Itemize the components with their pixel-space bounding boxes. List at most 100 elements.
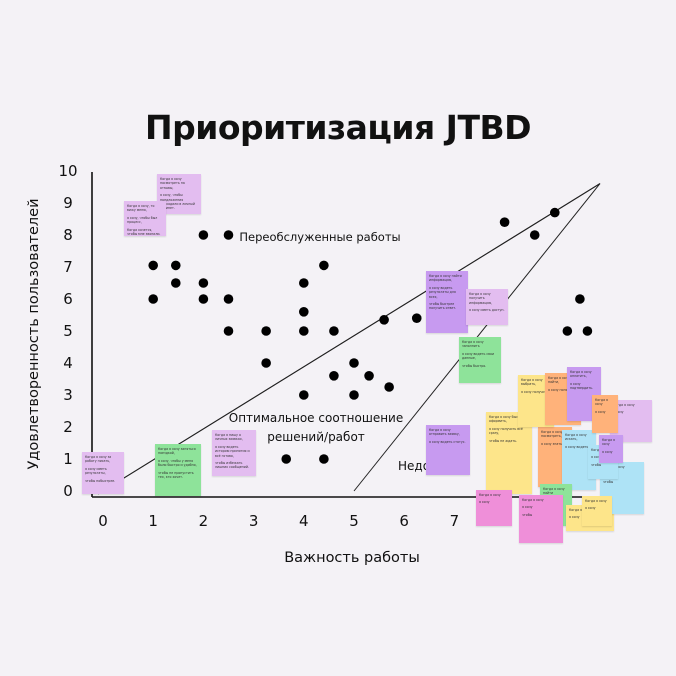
- sticky-note-text: я хочу: [613, 410, 624, 415]
- data-point: [299, 278, 309, 288]
- sticky-note-text: чтобы быстрее получить ответ.: [429, 302, 457, 311]
- data-point: [329, 371, 339, 381]
- data-point: [170, 260, 181, 271]
- data-point: [170, 278, 181, 288]
- data-point: [223, 230, 234, 240]
- sticky-note-text: я хочу знать.: [541, 441, 564, 446]
- sticky-note-text: Когда я хочу искать,: [565, 433, 587, 442]
- data-point: [550, 207, 560, 218]
- sticky-note-text: я хочу видеть.: [565, 444, 590, 449]
- region-label-overserved: Переобслуженные работы: [239, 230, 400, 244]
- sticky-note: Когда я хочу, то вижу меню, я хочу, чтобы…: [124, 201, 166, 236]
- sticky-note-text: я хочу подтвердить.: [570, 381, 593, 391]
- x-tick-label: 3: [249, 512, 259, 530]
- sticky-note-text: я хочу видеть статус.: [429, 439, 466, 444]
- sticky-note-text: Когда я хочу: [569, 508, 591, 512]
- y-tick-label: 6: [63, 290, 73, 308]
- data-point: [148, 260, 158, 271]
- sticky-note-text: я хочу: [602, 449, 613, 454]
- sticky-note-text: я хочу, чтобы предложения приходили в ли…: [160, 193, 195, 211]
- sticky-note-text: Когда я хочу заполнить: [462, 340, 484, 349]
- sticky-note-text: чтобы не ждать.: [489, 438, 518, 443]
- sticky-note: Когда я хочу я хочу: [599, 435, 623, 463]
- sticky-note: Когда я пишу о личных заявках, я хочу вид…: [212, 430, 256, 476]
- sticky-note-text: чтобы побыстрее.: [85, 478, 116, 483]
- data-point: [319, 454, 329, 464]
- data-point: [198, 294, 209, 304]
- sticky-note-text: я хочу: [595, 409, 606, 414]
- data-point: [499, 217, 510, 227]
- sticky-note-text: я хочу: [569, 515, 580, 520]
- data-point: [582, 326, 593, 336]
- data-point: [198, 278, 209, 288]
- y-tick-label: 0: [63, 482, 73, 500]
- sticky-note-text: Когда я хочу: [602, 438, 615, 447]
- sticky-note-text: я хочу, чтобы был процесс,: [127, 215, 158, 225]
- sticky-note-text: чтобы: [591, 462, 602, 467]
- data-point: [384, 382, 394, 392]
- data-point: [148, 294, 158, 304]
- y-tick-label: 8: [63, 226, 73, 244]
- sticky-note-text: я хочу иметь результаты,: [85, 466, 107, 476]
- chart-title: Приоритизация JTBD: [144, 108, 532, 147]
- sticky-note-text: чтобы не пропустить тех, кто хочет.: [158, 470, 194, 480]
- boundary-line-1: [102, 183, 601, 492]
- y-tick-label: 3: [63, 386, 73, 404]
- sticky-note: Когда я хочу посмотреть на отзывы, я хочу…: [157, 174, 201, 214]
- sticky-note-text: Когда я хочу: [585, 499, 607, 503]
- region-label-underserved: Недо: [398, 459, 430, 473]
- sticky-note-text: чтобы: [603, 479, 614, 484]
- data-point: [223, 294, 234, 304]
- x-tick-label: 5: [349, 512, 359, 530]
- sticky-note-text: я хочу видеть результаты для всех,: [429, 285, 456, 299]
- x-tick-label: 0: [98, 512, 108, 530]
- sticky-note-text: я хочу, чтобы у меня было быстро и удобн…: [158, 458, 197, 468]
- region-label-optimal: Оптимальное соотношение: [229, 411, 403, 425]
- y-tick-label: 1: [63, 450, 73, 468]
- sticky-note-text: Когда я хочу: [613, 403, 635, 407]
- sticky-note-text: я хочу получить всё сразу,: [489, 426, 523, 436]
- sticky-note: Когда я хочу найти информацию, я хочу вид…: [426, 271, 468, 333]
- data-point: [299, 326, 309, 336]
- sticky-note-text: Когда я хочу получить информацию,: [469, 292, 493, 305]
- data-point: [575, 294, 585, 304]
- sticky-note-text: Когда я хочу: [522, 498, 544, 502]
- sticky-note-text: Когда я хочу выбрать,: [521, 378, 543, 387]
- x-tick-label: 6: [399, 512, 409, 530]
- sticky-note-text: Когда я хочу, то вижу меню,: [127, 204, 155, 213]
- sticky-note-text: чтобы: [522, 512, 533, 517]
- x-tick-label: 7: [450, 512, 460, 530]
- data-point: [299, 390, 309, 400]
- y-tick-label: 10: [58, 162, 77, 180]
- data-point: [281, 454, 292, 464]
- sticky-note-text: я хочу видеть свои данные,: [462, 351, 495, 361]
- sticky-note: Когда я хочу я хочу чтобы: [519, 495, 563, 543]
- data-point: [261, 358, 271, 368]
- sticky-note-text: Когда я хочу посмотреть,: [541, 430, 563, 439]
- data-point: [364, 371, 374, 381]
- sticky-note-text: я хочу: [585, 506, 596, 511]
- sticky-note-text: я хочу: [591, 455, 602, 460]
- sticky-note-text: я хочу: [522, 505, 533, 510]
- data-point: [349, 358, 359, 368]
- x-tick-label: 4: [299, 512, 309, 530]
- data-point: [379, 315, 389, 325]
- data-point: [529, 230, 540, 240]
- sticky-note-text: я хочу понять.: [548, 387, 573, 392]
- y-tick-label: 7: [63, 258, 73, 276]
- sticky-note-text: Когда я хочу оплатить,: [570, 370, 592, 379]
- data-point: [261, 326, 271, 336]
- sticky-note: Когда я хочу я хочу: [476, 490, 512, 526]
- x-axis-label: Важность работы: [284, 550, 420, 566]
- x-tick-label: 2: [199, 512, 209, 530]
- sticky-note: Когда я хочу отправить заявку, я хочу вид…: [426, 425, 470, 475]
- sticky-note-text: Когда я хочу быстро оформить,: [489, 415, 524, 424]
- y-tick-label: 9: [63, 194, 73, 212]
- sticky-note-text: Когда я хочу найти: [543, 487, 565, 496]
- sticky-note: Когда я хочу заполнить я хочу видеть свои…: [459, 337, 501, 383]
- sticky-note-text: Когда я хочу за работу писать,: [85, 455, 112, 464]
- sticky-note-text: я хочу видеть историю принятия и всё гот…: [215, 444, 250, 458]
- data-point: [349, 390, 359, 400]
- y-axis-label: Удовлетворенность пользователей: [26, 198, 42, 469]
